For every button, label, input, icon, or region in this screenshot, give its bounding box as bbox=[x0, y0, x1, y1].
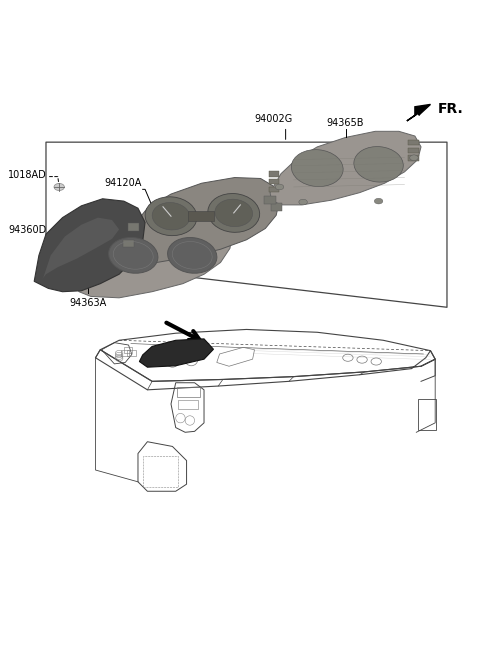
Bar bbox=[269, 187, 279, 192]
Bar bbox=[123, 240, 134, 247]
Ellipse shape bbox=[215, 199, 252, 227]
Polygon shape bbox=[139, 339, 214, 367]
Bar bbox=[418, 399, 436, 430]
Text: 94002G: 94002G bbox=[254, 114, 292, 124]
Bar bbox=[408, 155, 419, 160]
Bar bbox=[124, 347, 132, 353]
Text: 94363A: 94363A bbox=[70, 298, 107, 308]
Bar bbox=[143, 456, 178, 487]
Text: 94120A: 94120A bbox=[104, 178, 142, 188]
Ellipse shape bbox=[152, 202, 190, 230]
Bar bbox=[408, 140, 419, 145]
Ellipse shape bbox=[168, 238, 217, 273]
Bar bbox=[177, 386, 200, 397]
Polygon shape bbox=[77, 204, 232, 298]
Polygon shape bbox=[124, 177, 279, 262]
Ellipse shape bbox=[299, 199, 307, 205]
Text: 94360D: 94360D bbox=[9, 225, 47, 235]
Ellipse shape bbox=[208, 194, 260, 233]
Bar bbox=[128, 223, 139, 231]
Bar bbox=[189, 210, 215, 221]
Bar bbox=[264, 196, 276, 204]
Ellipse shape bbox=[275, 184, 284, 190]
Text: FR.: FR. bbox=[438, 102, 463, 116]
Bar bbox=[120, 350, 129, 356]
Ellipse shape bbox=[291, 150, 343, 187]
Bar bbox=[271, 203, 282, 210]
Bar bbox=[269, 179, 279, 184]
Ellipse shape bbox=[145, 197, 197, 236]
Ellipse shape bbox=[374, 198, 383, 204]
Polygon shape bbox=[270, 131, 421, 205]
Text: 1018AD: 1018AD bbox=[8, 170, 47, 180]
Polygon shape bbox=[42, 217, 119, 279]
Bar bbox=[178, 400, 198, 409]
Bar bbox=[269, 171, 279, 177]
Text: 94365B: 94365B bbox=[327, 118, 364, 129]
Polygon shape bbox=[34, 199, 145, 292]
Ellipse shape bbox=[54, 183, 64, 191]
Bar bbox=[408, 148, 419, 153]
Bar bbox=[127, 350, 136, 356]
Ellipse shape bbox=[108, 238, 158, 273]
Ellipse shape bbox=[354, 147, 403, 182]
Polygon shape bbox=[407, 104, 431, 121]
Ellipse shape bbox=[410, 155, 418, 160]
